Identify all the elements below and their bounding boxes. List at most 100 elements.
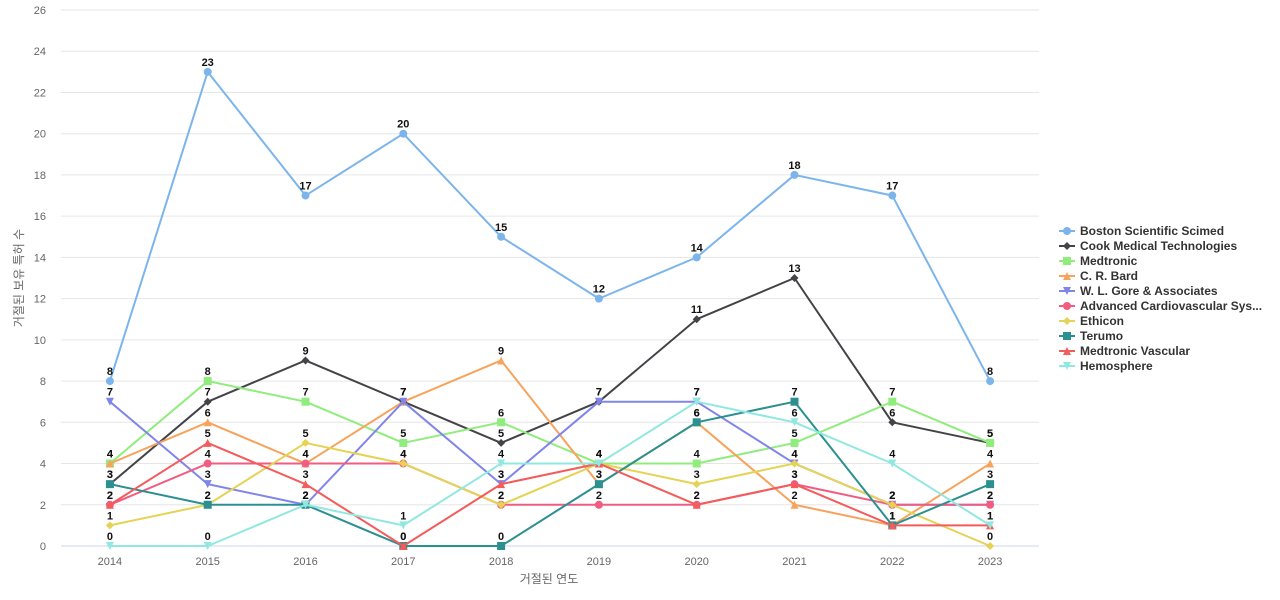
data-point-marker[interactable] bbox=[105, 480, 114, 489]
data-label: 1 bbox=[889, 510, 895, 522]
data-point-marker[interactable] bbox=[203, 377, 212, 386]
data-label: 2 bbox=[694, 490, 700, 502]
data-label: 1 bbox=[987, 510, 993, 522]
data-point-marker[interactable] bbox=[986, 521, 995, 530]
data-point-marker[interactable] bbox=[203, 459, 212, 468]
data-point-marker[interactable] bbox=[301, 191, 310, 200]
data-point-marker[interactable] bbox=[692, 253, 701, 262]
legend-label: W. L. Gore & Associates bbox=[1080, 284, 1218, 298]
legend-item[interactable]: Hemosphere bbox=[1059, 359, 1153, 373]
data-point-marker[interactable] bbox=[594, 480, 603, 489]
data-point-marker[interactable] bbox=[692, 315, 701, 324]
data-point-marker[interactable] bbox=[399, 521, 408, 530]
legend-item[interactable]: Terumo bbox=[1059, 329, 1123, 343]
legend-item[interactable]: W. L. Gore & Associates bbox=[1059, 284, 1218, 298]
data-point-marker[interactable] bbox=[692, 500, 701, 509]
data-point-marker[interactable] bbox=[105, 521, 114, 530]
data-point-marker[interactable] bbox=[399, 438, 408, 447]
data-point-marker[interactable] bbox=[497, 459, 506, 468]
data-label: 6 bbox=[498, 407, 504, 419]
data-point-marker[interactable] bbox=[301, 480, 310, 489]
data-point-marker[interactable] bbox=[986, 480, 995, 489]
data-point-marker[interactable] bbox=[594, 397, 603, 406]
data-point-marker[interactable] bbox=[203, 542, 212, 550]
data-point-marker[interactable] bbox=[888, 500, 897, 509]
data-point-marker[interactable] bbox=[301, 500, 310, 509]
data-label: 4 bbox=[596, 449, 603, 461]
data-point-marker[interactable] bbox=[399, 542, 408, 550]
series-line[interactable] bbox=[108, 70, 991, 382]
data-point-marker[interactable] bbox=[790, 418, 799, 427]
data-point-marker[interactable] bbox=[497, 480, 506, 489]
legend-item[interactable]: Medtronic bbox=[1059, 254, 1138, 268]
data-point-marker[interactable] bbox=[986, 438, 995, 447]
series-line[interactable] bbox=[109, 359, 991, 527]
data-point-marker[interactable] bbox=[399, 459, 408, 468]
data-label: 7 bbox=[400, 387, 406, 399]
data-point-marker[interactable] bbox=[888, 459, 897, 468]
data-point-marker[interactable] bbox=[497, 356, 506, 365]
data-point-marker[interactable] bbox=[203, 480, 212, 489]
data-point-marker[interactable] bbox=[594, 459, 603, 468]
data-point-marker[interactable] bbox=[399, 129, 408, 138]
data-point-marker[interactable] bbox=[888, 397, 897, 406]
data-point-marker[interactable] bbox=[497, 232, 506, 241]
data-point-marker[interactable] bbox=[301, 438, 310, 447]
data-point-marker[interactable] bbox=[497, 418, 506, 427]
legend-item[interactable]: Ethicon bbox=[1059, 314, 1124, 328]
series-line[interactable] bbox=[109, 441, 991, 547]
data-point-marker[interactable] bbox=[399, 397, 408, 406]
legend-marker bbox=[1063, 317, 1071, 325]
data-point-marker[interactable] bbox=[790, 397, 799, 406]
data-point-marker[interactable] bbox=[790, 480, 799, 489]
data-label: 4 bbox=[302, 449, 309, 461]
data-point-marker[interactable] bbox=[105, 377, 114, 386]
series-line[interactable] bbox=[109, 400, 991, 547]
data-point-marker[interactable] bbox=[986, 542, 995, 550]
series-line[interactable] bbox=[109, 400, 991, 547]
data-point-marker[interactable] bbox=[790, 459, 799, 468]
data-point-marker[interactable] bbox=[203, 500, 212, 509]
data-point-marker[interactable] bbox=[105, 500, 114, 509]
data-point-marker[interactable] bbox=[888, 191, 897, 200]
data-point-marker[interactable] bbox=[497, 542, 506, 550]
data-point-marker[interactable] bbox=[203, 438, 212, 447]
data-point-marker[interactable] bbox=[692, 397, 701, 406]
data-point-marker[interactable] bbox=[986, 500, 995, 509]
legend-marker bbox=[1063, 287, 1071, 295]
data-point-marker[interactable] bbox=[203, 67, 212, 76]
data-point-marker[interactable] bbox=[790, 500, 799, 509]
series-line[interactable] bbox=[109, 441, 991, 547]
data-point-marker[interactable] bbox=[594, 500, 603, 509]
data-point-marker[interactable] bbox=[790, 438, 799, 447]
data-point-marker[interactable] bbox=[105, 542, 114, 550]
data-point-marker[interactable] bbox=[203, 397, 212, 406]
data-point-marker[interactable] bbox=[888, 521, 897, 530]
data-point-marker[interactable] bbox=[301, 356, 310, 365]
data-point-marker[interactable] bbox=[594, 294, 603, 303]
legend-item[interactable]: Medtronic Vascular bbox=[1059, 344, 1190, 358]
data-point-marker[interactable] bbox=[301, 459, 310, 468]
legend-item[interactable]: C. R. Bard bbox=[1059, 269, 1138, 283]
data-point-marker[interactable] bbox=[692, 459, 701, 468]
data-point-marker[interactable] bbox=[105, 397, 114, 406]
data-point-marker[interactable] bbox=[986, 377, 995, 386]
legend-item[interactable]: Boston Scientific Scimed bbox=[1059, 224, 1224, 238]
data-point-marker[interactable] bbox=[790, 274, 799, 282]
legend-item[interactable]: Cook Medical Technologies bbox=[1059, 239, 1237, 253]
data-point-marker[interactable] bbox=[986, 459, 995, 468]
data-point-marker[interactable] bbox=[497, 500, 506, 509]
series-9 bbox=[105, 397, 995, 550]
data-point-marker[interactable] bbox=[790, 170, 799, 179]
data-point-marker[interactable] bbox=[105, 459, 114, 468]
data-point-marker[interactable] bbox=[301, 397, 310, 406]
data-point-marker[interactable] bbox=[692, 418, 701, 427]
data-label: 15 bbox=[495, 222, 507, 234]
data-point-marker[interactable] bbox=[888, 418, 897, 427]
legend-label: Boston Scientific Scimed bbox=[1080, 224, 1224, 238]
legend-item[interactable]: Advanced Cardiovascular Sys... bbox=[1059, 299, 1262, 313]
data-point-marker[interactable] bbox=[692, 480, 701, 489]
data-point-marker[interactable] bbox=[497, 438, 506, 447]
data-point-marker[interactable] bbox=[203, 418, 212, 427]
